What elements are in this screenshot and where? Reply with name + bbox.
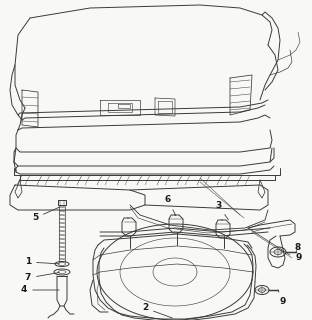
Text: 9: 9: [296, 253, 302, 262]
Text: 3: 3: [215, 201, 228, 220]
Text: 2: 2: [142, 303, 173, 318]
Text: 9: 9: [278, 290, 286, 307]
Text: 4: 4: [21, 285, 59, 294]
Text: 5: 5: [32, 207, 60, 222]
Text: 7: 7: [25, 273, 59, 283]
Text: 6: 6: [165, 196, 176, 215]
Text: 8: 8: [295, 244, 301, 252]
Text: 1: 1: [25, 258, 59, 267]
